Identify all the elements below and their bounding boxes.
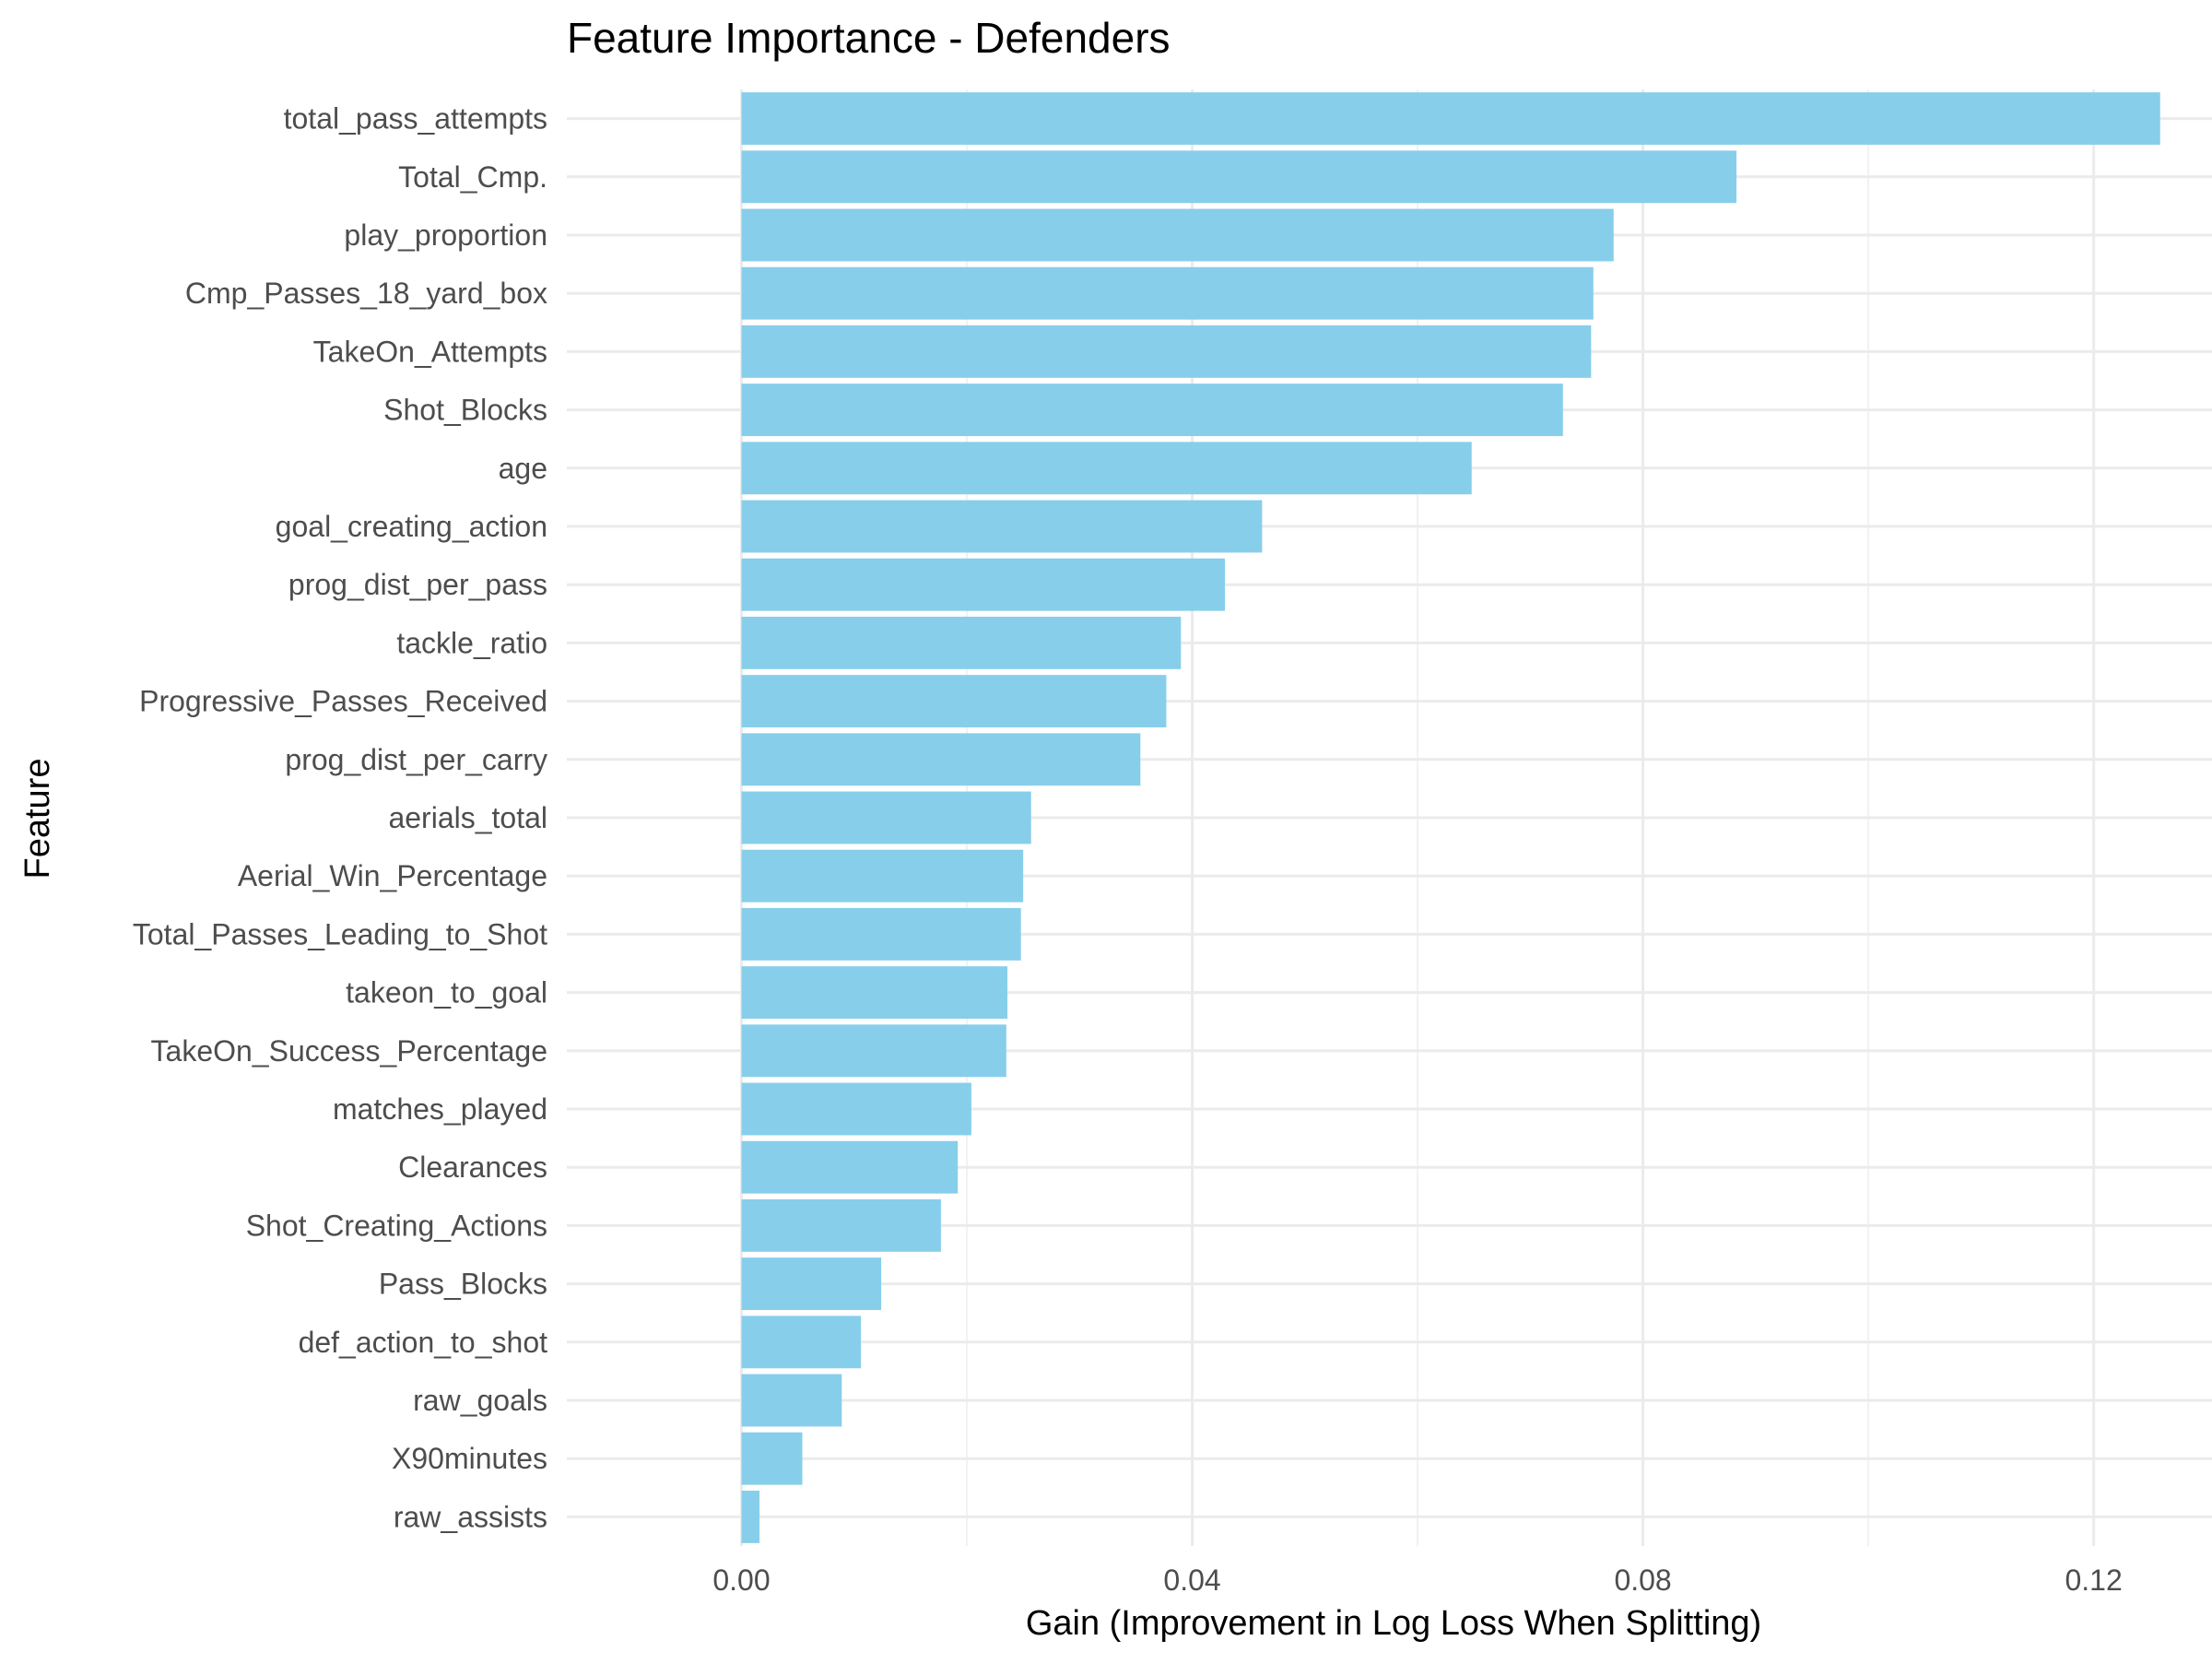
bar	[741, 1024, 1006, 1078]
x-tick-labels: 0.00 0.04 0.08 0.12	[712, 1564, 2122, 1597]
y-tick-labels: total_pass_attempts Total_Cmp. play_propor…	[133, 102, 547, 1534]
x-axis-title: Gain (Improvement in Log Loss When Split…	[1026, 1604, 1761, 1643]
bar	[741, 384, 1563, 437]
y-tick-label: Aerial_Win_Percentage	[238, 859, 547, 892]
x-tick-label: 0.00	[712, 1564, 770, 1597]
y-tick-label: Clearances	[398, 1151, 547, 1184]
bar	[741, 1082, 971, 1136]
bar	[741, 616, 1182, 669]
y-tick-label: Pass_Blocks	[379, 1268, 547, 1301]
y-tick-label: raw_goals	[413, 1384, 547, 1417]
bar	[741, 1198, 941, 1252]
bar	[741, 500, 1263, 553]
bar	[741, 791, 1031, 844]
bar	[741, 733, 1141, 786]
y-tick-label: TakeOn_Attempts	[313, 335, 547, 368]
bar	[741, 92, 2160, 146]
bar	[741, 150, 1737, 204]
bar	[741, 1257, 882, 1311]
y-tick-label: Shot_Creating_Actions	[246, 1209, 547, 1242]
y-tick-label: TakeOn_Success_Percentage	[151, 1034, 547, 1068]
bar	[741, 266, 1594, 320]
bar	[741, 1432, 803, 1485]
y-tick-label: total_pass_attempts	[284, 102, 547, 136]
bar	[741, 325, 1592, 378]
bar	[741, 1140, 959, 1194]
y-tick-label: def_action_to_shot	[299, 1326, 548, 1359]
x-tick-label: 0.12	[2065, 1564, 2122, 1597]
y-tick-label: matches_played	[333, 1092, 547, 1126]
y-tick-label: play_proportion	[344, 218, 547, 252]
y-tick-label: Total_Cmp.	[398, 160, 547, 194]
y-tick-label: prog_dist_per_carry	[285, 743, 547, 776]
y-tick-label: raw_assists	[394, 1500, 547, 1533]
y-tick-label: takeon_to_goal	[346, 976, 547, 1009]
bar	[741, 1374, 842, 1427]
bar	[741, 849, 1024, 903]
x-tick-label: 0.08	[1614, 1564, 1671, 1597]
bar	[741, 442, 1472, 495]
bar	[741, 907, 1021, 961]
y-tick-label: Shot_Blocks	[383, 394, 547, 427]
bar	[741, 558, 1225, 611]
y-tick-label: tackle_ratio	[396, 626, 547, 659]
bar	[741, 1490, 760, 1543]
bar	[741, 208, 1614, 262]
y-tick-label: Total_Passes_Leading_to_Shot	[133, 917, 547, 950]
y-tick-label: goal_creating_action	[276, 510, 547, 543]
y-tick-label: X90minutes	[392, 1442, 547, 1475]
y-tick-label: Cmp_Passes_18_yard_box	[185, 277, 547, 310]
bar	[741, 675, 1167, 728]
bar	[741, 1316, 862, 1369]
x-tick-label: 0.04	[1163, 1564, 1220, 1597]
y-tick-label: Progressive_Passes_Received	[139, 685, 547, 718]
chart-title: Feature Importance - Defenders	[567, 14, 1171, 62]
y-tick-label: age	[499, 452, 547, 485]
bars	[741, 92, 2160, 1543]
y-axis-title: Feature	[18, 759, 57, 879]
bar	[741, 966, 1008, 1020]
y-tick-label: prog_dist_per_pass	[288, 568, 547, 601]
y-tick-label: aerials_total	[388, 801, 547, 834]
